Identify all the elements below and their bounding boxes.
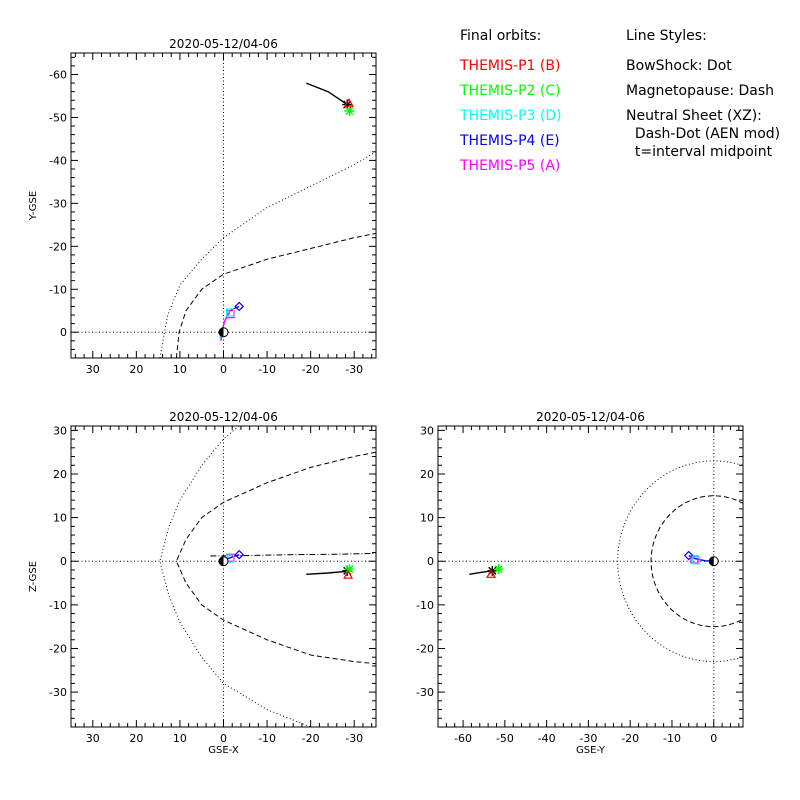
x-tick-label: -60 <box>454 732 472 745</box>
x-tick-label: 10 <box>173 732 187 745</box>
legend-style-neutral-sheet: Neutral Sheet (XZ): <box>626 108 762 124</box>
legend-orbits-title: Final orbits: <box>460 28 542 44</box>
earth-night-side <box>709 556 714 566</box>
orbit-track <box>306 570 348 575</box>
star-marker <box>344 564 355 575</box>
y-tick-label: 10 <box>53 512 67 525</box>
bowshock-curve <box>159 151 376 358</box>
diamond-marker <box>683 550 694 561</box>
diamond-marker <box>234 549 245 560</box>
x-tick-label: -30 <box>579 732 597 745</box>
legend-style-neutral-sheet-detail: Dash-Dot (AEN mod) <box>626 126 781 142</box>
x-tick-label: -20 <box>302 363 320 376</box>
y-tick-label: -40 <box>49 154 67 167</box>
y-tick-label: 30 <box>53 424 67 437</box>
x-tick-label: 20 <box>129 363 143 376</box>
x-tick-label: -40 <box>538 732 556 745</box>
x-tick-label: 0 <box>710 732 717 745</box>
x-tick-label: 30 <box>86 363 100 376</box>
star-marker <box>344 105 355 116</box>
orbit-track <box>230 305 240 312</box>
x-tick-label: 10 <box>173 363 187 376</box>
x-tick-label: 30 <box>86 732 100 745</box>
y-tick-label: -20 <box>416 642 434 655</box>
y-tick-label: -30 <box>49 686 67 699</box>
x-tick-label: -10 <box>663 732 681 745</box>
y-tick-label: -60 <box>49 68 67 81</box>
x-tick-label: -30 <box>345 732 363 745</box>
triangle-marker <box>343 569 354 579</box>
x-tick-label: -10 <box>258 363 276 376</box>
legend-probe-p1: THEMIS-P1 (B) <box>460 58 561 74</box>
y-tick-label: -10 <box>49 283 67 296</box>
y-tick-label: -20 <box>49 240 67 253</box>
plot-data <box>438 426 743 727</box>
legend-styles-title: Line Styles: <box>626 28 707 44</box>
x-axis-label: GSE-Y <box>576 745 606 756</box>
y-tick-label: 0 <box>60 555 67 568</box>
square-marker <box>225 308 235 317</box>
legend-style-bowshock: BowShock: Dot <box>626 58 732 74</box>
legend-style-midpoint-note: t=interval midpoint <box>626 144 773 160</box>
y-tick-label: -30 <box>416 686 434 699</box>
triangle-marker <box>486 569 497 578</box>
x-tick-label: -20 <box>302 732 320 745</box>
y-tick-label: -30 <box>49 197 67 210</box>
y-tick-label: 10 <box>420 512 434 525</box>
y-axis-label: Y-GSE <box>28 191 39 221</box>
earth-night-side <box>219 327 224 337</box>
y-tick-label: -10 <box>416 599 434 612</box>
x-tick-label: -50 <box>496 732 514 745</box>
plot-title: 2020-05-12/04-06 <box>536 410 645 424</box>
y-tick-label: 30 <box>420 424 434 437</box>
x-tick-label: -30 <box>345 363 363 376</box>
x-tick-label: -10 <box>258 732 276 745</box>
bowshock-curve <box>159 426 311 727</box>
legend-probe-p3: THEMIS-P3 (D) <box>460 108 562 124</box>
diamond-marker <box>234 301 245 312</box>
plot-data <box>71 426 376 727</box>
plot-title: 2020-05-12/04-06 <box>169 37 278 51</box>
x-tick-label: -20 <box>621 732 639 745</box>
plot-data <box>71 53 376 358</box>
plot-title: 2020-05-12/04-06 <box>169 410 278 424</box>
y-tick-label: 20 <box>420 468 434 481</box>
earth-night-side <box>219 556 224 566</box>
y-tick-label: 20 <box>53 468 67 481</box>
magnetopause-curve <box>175 232 376 358</box>
star-marker <box>493 564 504 575</box>
orbit-track <box>306 82 348 106</box>
plot-panel-1: 2020-05-12/04-06 30 20 10 0 -10 -20 -30 0 -10 -20 -… <box>28 37 377 376</box>
legend-style-magnetopause: Magnetopause: Dash <box>626 83 775 99</box>
magnetopause-curve <box>175 451 376 665</box>
legend-probe-p4: THEMIS-P4 (E) <box>460 133 560 149</box>
y-tick-label: -10 <box>49 599 67 612</box>
x-tick-label: 20 <box>129 732 143 745</box>
y-axis-label: Z-GSE <box>28 561 39 592</box>
magnetopause-circle-curve <box>650 495 743 628</box>
square-marker <box>690 555 699 564</box>
x-tick-label: 0 <box>220 732 227 745</box>
legend-probe-p5: THEMIS-P5 (A) <box>460 158 561 174</box>
y-tick-label: 0 <box>427 555 434 568</box>
y-tick-label: 0 <box>60 326 67 339</box>
y-tick-label: -50 <box>49 111 67 124</box>
plot-panel-2: 2020-05-12/04-06 30 20 10 0 -10 -20 -30 30 20 10 0 -… <box>28 410 377 756</box>
plot-frame <box>437 425 744 728</box>
star-marker <box>487 565 498 576</box>
plot-panel-3: 2020-05-12/04-06 -60 -50 -40 -30 -20 -10 0 30 20 1… <box>416 410 744 756</box>
y-tick-label: -20 <box>49 642 67 655</box>
star-marker <box>342 99 353 110</box>
legend-probe-p2: THEMIS-P2 (C) <box>460 83 561 99</box>
square-marker <box>692 556 701 565</box>
x-tick-label: 0 <box>220 363 227 376</box>
x-axis-label: GSE-X <box>208 745 239 756</box>
